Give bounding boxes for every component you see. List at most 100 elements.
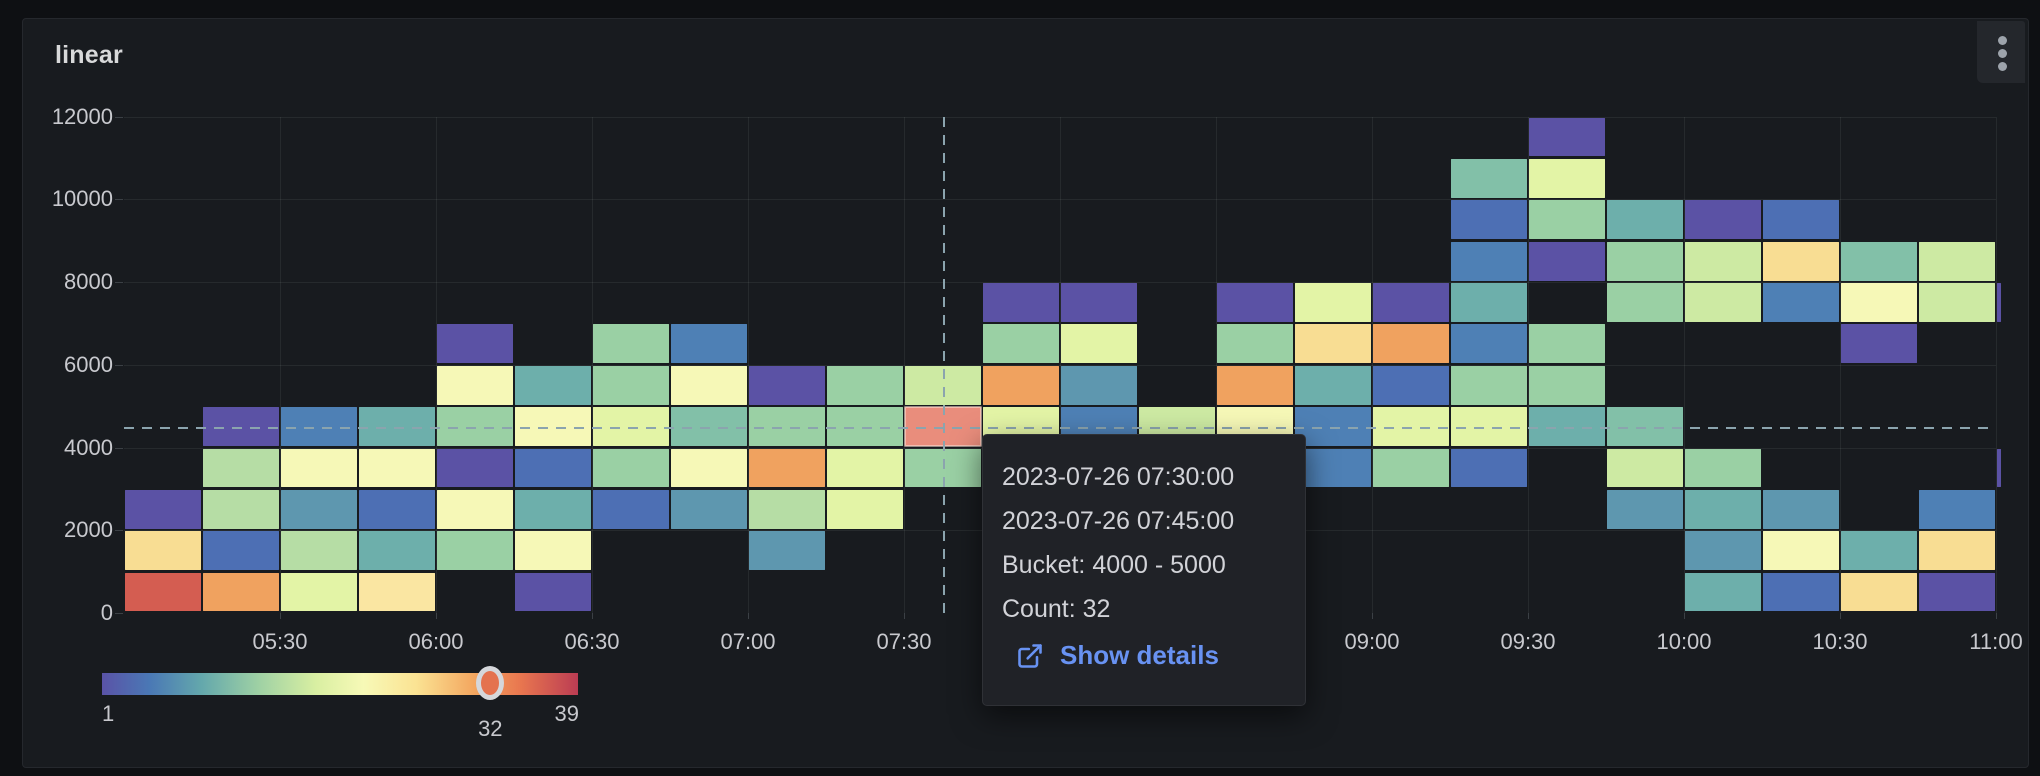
heatmap-cell[interactable] (1529, 117, 1605, 157)
heatmap-cell[interactable] (983, 283, 1059, 322)
heatmap-cell[interactable] (437, 531, 513, 571)
heatmap-cell[interactable] (827, 448, 903, 488)
heatmap-cell[interactable] (359, 531, 435, 571)
heatmap-cell[interactable] (1295, 324, 1371, 364)
heatmap-cell[interactable] (749, 531, 825, 571)
heatmap-cell[interactable] (203, 489, 279, 529)
heatmap-cell[interactable] (1607, 283, 1683, 322)
heatmap-cell[interactable] (1919, 283, 1995, 322)
heatmap-cell[interactable] (1373, 365, 1449, 405)
heatmap-cell[interactable] (1919, 572, 1995, 612)
heatmap-cell[interactable] (1451, 200, 1527, 240)
heatmap-cell[interactable] (1529, 200, 1605, 240)
heatmap-cell[interactable] (515, 407, 591, 446)
heatmap-cell[interactable] (1373, 448, 1449, 488)
heatmap-cell[interactable] (827, 407, 903, 446)
heatmap-cell[interactable] (515, 448, 591, 488)
heatmap-cell[interactable] (1685, 489, 1761, 529)
heatmap-cell[interactable] (827, 365, 903, 405)
heatmap-cell[interactable] (671, 448, 747, 488)
heatmap-cell[interactable] (1451, 158, 1527, 198)
heatmap-cell[interactable] (1763, 200, 1839, 240)
heatmap-cell[interactable] (437, 407, 513, 446)
heatmap-cell[interactable] (1295, 448, 1371, 488)
heatmap-cell[interactable] (983, 324, 1059, 364)
heatmap-cell[interactable] (593, 489, 669, 529)
heatmap-cell[interactable] (1295, 365, 1371, 405)
heatmap-cell[interactable] (1529, 158, 1605, 198)
heatmap-cell[interactable] (1841, 283, 1917, 322)
heatmap-cell[interactable] (593, 324, 669, 364)
heatmap-cell[interactable] (1529, 407, 1605, 446)
heatmap-cell[interactable] (437, 448, 513, 488)
heatmap-cell[interactable] (1607, 407, 1683, 446)
heatmap-cell[interactable] (1529, 324, 1605, 364)
heatmap-cell[interactable] (671, 489, 747, 529)
heatmap-cell[interactable] (827, 489, 903, 529)
heatmap-cell[interactable] (359, 407, 435, 446)
heatmap-cell[interactable] (515, 489, 591, 529)
heatmap-cell[interactable] (983, 365, 1059, 405)
heatmap-cell[interactable] (515, 365, 591, 405)
heatmap-cell[interactable] (593, 365, 669, 405)
heatmap-cell[interactable] (1217, 283, 1293, 322)
heatmap-cell[interactable] (1529, 365, 1605, 405)
heatmap-cell[interactable] (671, 407, 747, 446)
heatmap-cell[interactable] (1763, 489, 1839, 529)
heatmap-cell[interactable] (1685, 531, 1761, 571)
panel-menu-button[interactable] (1977, 21, 2025, 83)
heatmap-cell[interactable] (1451, 407, 1527, 446)
heatmap-cell[interactable] (1919, 241, 1995, 281)
heatmap-cell[interactable] (437, 324, 513, 364)
heatmap-cell[interactable] (593, 407, 669, 446)
heatmap-cell[interactable] (1685, 241, 1761, 281)
heatmap-cell[interactable] (1451, 283, 1527, 322)
heatmap-cell[interactable] (1061, 283, 1137, 322)
heatmap-cell[interactable] (359, 448, 435, 488)
heatmap-cell[interactable] (1061, 365, 1137, 405)
heatmap-cell[interactable] (1529, 241, 1605, 281)
heatmap-cell[interactable] (1451, 324, 1527, 364)
heatmap-cell[interactable] (281, 489, 357, 529)
heatmap-cell[interactable] (1685, 283, 1761, 322)
heatmap-cell[interactable] (1451, 365, 1527, 405)
heatmap-cell[interactable] (1763, 241, 1839, 281)
heatmap-cell[interactable] (749, 489, 825, 529)
heatmap-cell[interactable] (1997, 448, 2001, 488)
heatmap-cell[interactable] (1451, 448, 1527, 488)
heatmap-cell[interactable] (203, 407, 279, 446)
heatmap-cell[interactable] (437, 489, 513, 529)
heatmap-cell[interactable] (125, 531, 201, 571)
heatmap-cell[interactable] (1685, 448, 1761, 488)
heatmap-cell[interactable] (359, 572, 435, 612)
heatmap-cell[interactable] (125, 572, 201, 612)
heatmap-cell[interactable] (593, 448, 669, 488)
heatmap-cell[interactable] (359, 489, 435, 529)
heatmap-cell[interactable] (125, 489, 201, 529)
heatmap-cell[interactable] (1607, 241, 1683, 281)
heatmap-cell[interactable] (437, 365, 513, 405)
heatmap-cell[interactable] (671, 324, 747, 364)
heatmap-cell[interactable] (1919, 489, 1995, 529)
heatmap-cell[interactable] (749, 365, 825, 405)
heatmap-cell[interactable] (1373, 283, 1449, 322)
heatmap-cell[interactable] (1919, 531, 1995, 571)
heatmap-cell[interactable] (749, 448, 825, 488)
heatmap-cell[interactable] (515, 572, 591, 612)
heatmap-cell[interactable] (1763, 531, 1839, 571)
heatmap-cell[interactable] (1841, 241, 1917, 281)
heatmap-cell[interactable] (203, 572, 279, 612)
heatmap-cell[interactable] (1841, 324, 1917, 364)
heatmap-cell[interactable] (281, 572, 357, 612)
heatmap-cell[interactable] (1295, 407, 1371, 446)
heatmap-cell[interactable] (281, 407, 357, 446)
heatmap-cell[interactable] (749, 407, 825, 446)
heatmap-cell[interactable] (1217, 324, 1293, 364)
heatmap-cell[interactable] (1763, 283, 1839, 322)
heatmap-cell[interactable] (1373, 407, 1449, 446)
heatmap-cell[interactable] (1685, 200, 1761, 240)
heatmap-cell[interactable] (1997, 283, 2001, 322)
heatmap-cell[interactable] (1607, 489, 1683, 529)
heatmap-cell[interactable] (1841, 572, 1917, 612)
heatmap-cell[interactable] (1607, 200, 1683, 240)
